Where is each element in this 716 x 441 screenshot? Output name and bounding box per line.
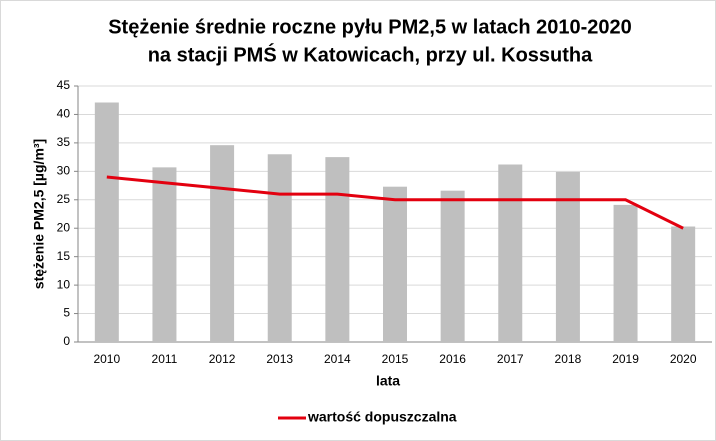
x-tick-label: 2012 bbox=[209, 352, 236, 366]
bar bbox=[555, 171, 580, 342]
y-tick-label: 15 bbox=[57, 249, 71, 263]
chart-title: na stacji PMŚ w Katowicach, przy ul. Kos… bbox=[148, 42, 593, 66]
y-axis-title: stężenie PM2,5 [µg/m³] bbox=[31, 139, 47, 289]
y-tick-label: 5 bbox=[63, 306, 70, 320]
x-tick-label: 2015 bbox=[382, 352, 409, 366]
x-tick-label: 2010 bbox=[93, 352, 120, 366]
y-tick-label: 30 bbox=[57, 164, 71, 178]
bar bbox=[94, 102, 119, 343]
x-tick-label: 2016 bbox=[439, 352, 466, 366]
bar bbox=[267, 154, 292, 342]
bar bbox=[325, 157, 350, 342]
y-tick-label: 35 bbox=[57, 135, 71, 149]
y-tick-label: 10 bbox=[57, 277, 71, 291]
x-axis-title: lata bbox=[376, 373, 400, 389]
x-tick-label: 2014 bbox=[324, 352, 351, 366]
y-tick-label: 40 bbox=[57, 107, 71, 121]
x-tick-label: 2017 bbox=[497, 352, 524, 366]
y-tick-label: 45 bbox=[57, 78, 71, 92]
bar bbox=[383, 186, 407, 342]
x-tick-label: 2020 bbox=[670, 352, 697, 366]
chart-title: Stężenie średnie roczne pyłu PM2,5 w lat… bbox=[108, 16, 632, 38]
legend-label: wartość dopuszczalna bbox=[307, 409, 457, 425]
x-tick-label: 2013 bbox=[266, 352, 293, 366]
y-tick-label: 0 bbox=[63, 334, 70, 348]
line bbox=[106, 175, 684, 230]
x-tick-label: 2019 bbox=[612, 352, 639, 366]
x-tick-label: 2011 bbox=[152, 352, 178, 366]
bar bbox=[210, 145, 235, 342]
y-tick-label: 20 bbox=[57, 220, 71, 234]
bar bbox=[613, 204, 638, 342]
bar bbox=[152, 167, 177, 342]
bar bbox=[671, 226, 696, 342]
y-tick-label: 25 bbox=[57, 192, 71, 206]
x-tick-label: 2018 bbox=[555, 352, 582, 366]
bar bbox=[440, 190, 465, 342]
bar bbox=[498, 164, 523, 342]
